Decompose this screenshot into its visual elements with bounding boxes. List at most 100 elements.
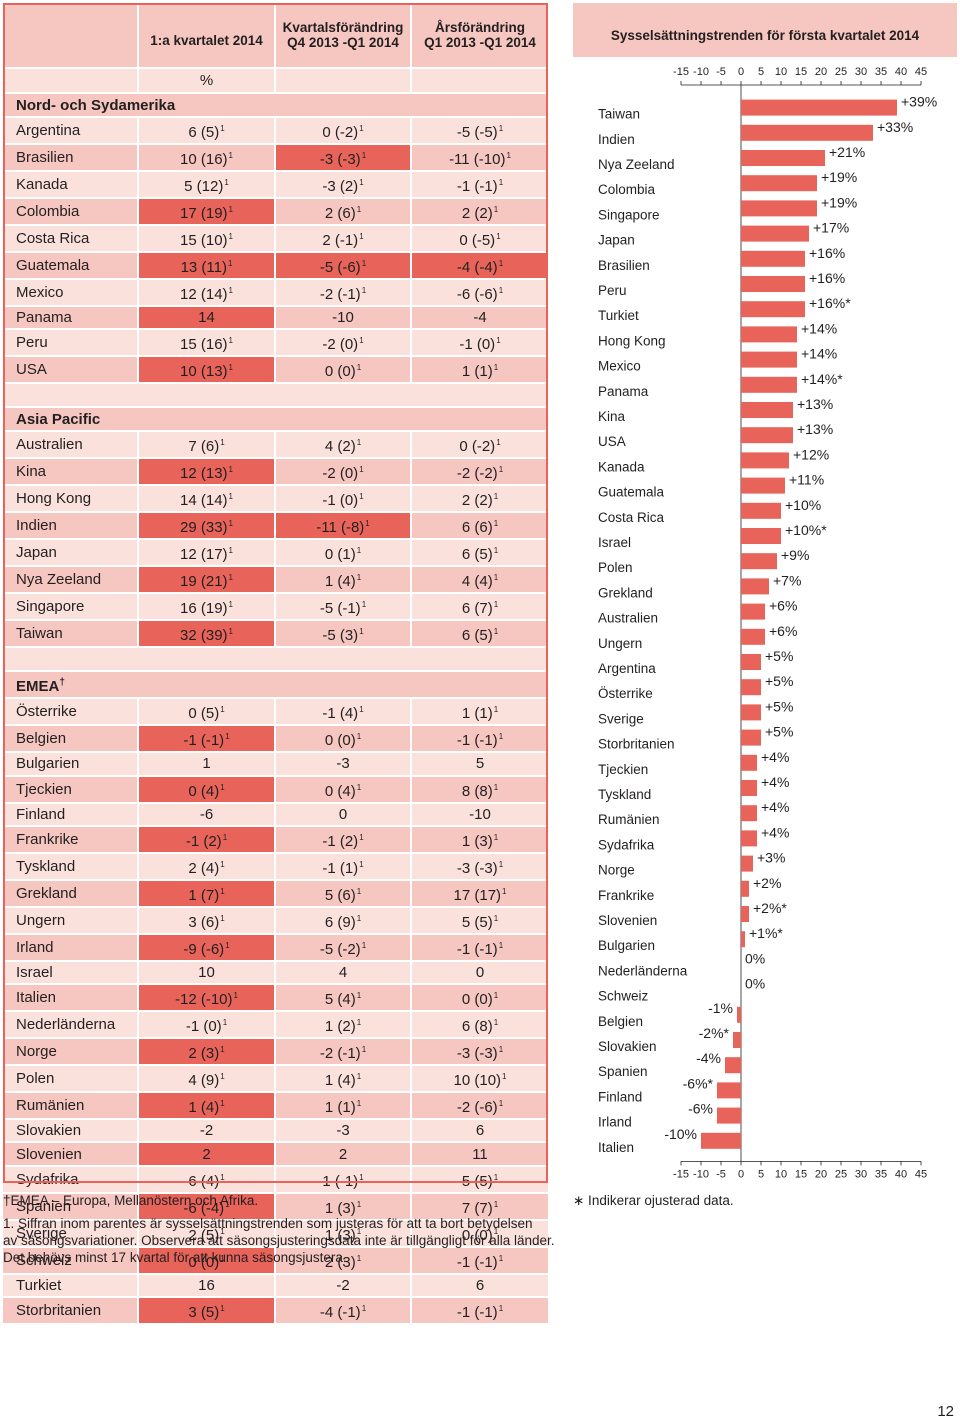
bar-value-label: -10% bbox=[664, 1126, 697, 1142]
value-text: -3 (-3) bbox=[456, 1045, 498, 1063]
seasonal-mark: 1 bbox=[493, 492, 499, 502]
value-cell-a: 17 (19)1 bbox=[139, 199, 276, 226]
value-cell-d: -1 (-1)1 bbox=[412, 1247, 550, 1275]
top-tick-label: 20 bbox=[815, 66, 827, 78]
category-label: Japan bbox=[598, 233, 635, 248]
value-text: 6 (7) bbox=[461, 600, 493, 618]
seasonal-mark: 1 bbox=[493, 1172, 499, 1182]
value-text: -4 (-1) bbox=[319, 1304, 361, 1322]
value-text: 1 (4) bbox=[324, 573, 356, 591]
table-row: Japan 12 (17)1 0 (1)1 6 (5)1 bbox=[3, 540, 550, 568]
category-label: Bulgarien bbox=[598, 938, 655, 953]
top-tick-label: 15 bbox=[795, 66, 807, 78]
value-text: 2 (6) bbox=[324, 205, 356, 222]
value-text: -11 (-8) bbox=[316, 519, 365, 537]
value-cell-a: 1 (4)1 bbox=[139, 1093, 276, 1121]
value-text: 15 (10) bbox=[180, 232, 228, 249]
top-tick-label: 5 bbox=[758, 66, 764, 78]
bar-value-label: +5% bbox=[765, 724, 793, 740]
seasonal-mark: 1 bbox=[227, 259, 233, 268]
value-text: -2 (0) bbox=[322, 465, 359, 483]
bar bbox=[741, 376, 797, 393]
seasonal-mark: 1 bbox=[361, 1045, 367, 1055]
bar bbox=[741, 754, 757, 771]
value-cell-d: 6 (5)1 bbox=[412, 540, 550, 568]
value-cell-d: 7 (7)1 bbox=[412, 1193, 550, 1221]
bar-value-label: +13% bbox=[797, 421, 833, 437]
bar bbox=[741, 880, 749, 897]
bar-value-label: +10%* bbox=[785, 522, 827, 538]
category-label: Irland bbox=[598, 1115, 632, 1130]
unit-empty bbox=[3, 69, 139, 94]
value-text: -2 (-2) bbox=[456, 465, 498, 483]
value-text: -6 bbox=[199, 805, 214, 823]
bar bbox=[741, 528, 781, 544]
table-row: Italien -12 (-10)1 5 (4)1 0 (0)1 bbox=[3, 985, 550, 1013]
seasonal-mark: 1 bbox=[493, 573, 499, 583]
value-cell-d: -4 (-4)1 bbox=[412, 253, 550, 280]
table-row: Israel 10 4 0 bbox=[3, 961, 550, 986]
value-cell-b: -3 bbox=[276, 1120, 412, 1144]
seasonal-mark: 1 bbox=[498, 859, 504, 869]
bottom-tick-label: -10 bbox=[693, 1168, 709, 1180]
seasonal-mark: 1 bbox=[356, 438, 362, 448]
value-cell-b: -3 (2)1 bbox=[276, 172, 412, 199]
value-cell-b: -3 bbox=[276, 753, 412, 777]
seasonal-mark: 1 bbox=[228, 465, 233, 475]
value-cell-b: -2 (-1)1 bbox=[276, 1039, 412, 1067]
seasonal-mark: 1 bbox=[359, 124, 364, 133]
bar-value-label: +14% bbox=[801, 346, 837, 362]
country-name: Kanada bbox=[3, 172, 139, 199]
seasonal-mark: 1 bbox=[359, 705, 364, 715]
value-text: 7 (6) bbox=[188, 438, 220, 456]
seasonal-mark: 1 bbox=[356, 991, 362, 1001]
top-tick-label: -5 bbox=[716, 66, 726, 78]
bar bbox=[733, 1032, 741, 1048]
value-cell-b: -1 (1)1 bbox=[276, 853, 412, 881]
country-name: Storbritanien bbox=[3, 1298, 139, 1326]
bar bbox=[741, 679, 761, 696]
country-name: Nya Zeeland bbox=[3, 567, 139, 595]
value-cell-d: -1 (-1)1 bbox=[412, 726, 550, 754]
value-cell-b: -1 (4)1 bbox=[276, 699, 412, 727]
value-cell-d: 2 (2)1 bbox=[412, 199, 550, 226]
value-text: 5 (12) bbox=[184, 178, 224, 195]
table-row: Hong Kong 14 (14)1 -1 (0)1 2 (2)1 bbox=[3, 486, 550, 514]
region-row: Nord- och Sydamerika bbox=[3, 94, 550, 118]
value-text: 5 (4) bbox=[324, 991, 356, 1009]
table-row: Brasilien 10 (16)1 -3 (-3)1 -11 (-10)1 bbox=[3, 145, 550, 172]
value-text: -2 (0) bbox=[322, 336, 359, 354]
value-cell-b: -5 (3)1 bbox=[276, 621, 412, 649]
seasonal-mark: 1 bbox=[220, 1172, 225, 1182]
value-text: 1 (3) bbox=[324, 1226, 356, 1244]
value-text: 2 (-1) bbox=[322, 232, 359, 249]
value-cell-d: 11 bbox=[412, 1143, 550, 1167]
seasonal-mark: 1 bbox=[498, 259, 504, 268]
value-cell-d: 5 (5)1 bbox=[412, 907, 550, 935]
value-cell-a: -6 bbox=[139, 803, 276, 827]
value-cell-d: 8 (8)1 bbox=[412, 776, 550, 804]
value-cell-b: 1 (2)1 bbox=[276, 1012, 412, 1040]
bottom-tick-label: 5 bbox=[758, 1168, 764, 1180]
value-cell-b: -4 (-1)1 bbox=[276, 1298, 412, 1326]
region-spacer bbox=[3, 384, 550, 409]
seasonal-mark: 1 bbox=[356, 573, 362, 583]
value-text: 0 (4) bbox=[188, 782, 220, 800]
seasonal-mark: 1 bbox=[361, 286, 367, 295]
value-text: 1 (2) bbox=[324, 1018, 356, 1036]
value-text: -1 (0) bbox=[322, 492, 359, 510]
value-text: 3 (5) bbox=[188, 1304, 220, 1322]
bar bbox=[741, 805, 757, 822]
value-cell-d: -1 (-1)1 bbox=[412, 934, 550, 962]
seasonal-mark: 1 bbox=[493, 600, 499, 610]
value-text: 3 (6) bbox=[188, 913, 220, 931]
value-text: -5 (-5) bbox=[456, 124, 498, 141]
country-name: Italien bbox=[3, 985, 139, 1013]
value-cell-d: 6 bbox=[412, 1274, 550, 1299]
country-name: Indien bbox=[3, 513, 139, 541]
table-row: Sydafrika 6 (4)1 1 (-1)1 5 (5)1 bbox=[3, 1166, 550, 1194]
region-row: Asia Pacific bbox=[3, 408, 550, 433]
value-text: -1 (-1) bbox=[456, 1253, 498, 1271]
seasonal-mark: 1 bbox=[228, 336, 233, 346]
seasonal-mark: 1 bbox=[493, 913, 499, 923]
